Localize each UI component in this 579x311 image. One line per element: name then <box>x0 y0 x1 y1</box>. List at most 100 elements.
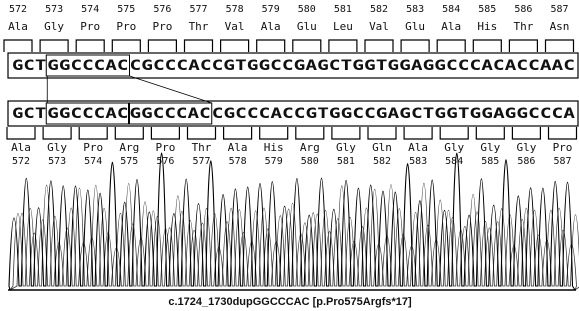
codon-number: 576 <box>156 156 174 167</box>
amino-acid: His <box>477 20 497 33</box>
codon-number: 577 <box>192 156 210 167</box>
amino-acid: Val <box>369 20 389 33</box>
codon-number: 585 <box>481 156 499 167</box>
amino-acid: Pro <box>152 20 172 33</box>
codon-bracket <box>440 127 468 139</box>
codon-bracket <box>368 127 396 139</box>
codon-bracket <box>79 127 107 139</box>
codon-number: 578 <box>226 4 244 15</box>
amino-acid: Pro <box>155 141 175 154</box>
codon-bracket <box>151 127 179 139</box>
sequence-segment: GGCCCAC <box>130 106 211 122</box>
codon-bracket <box>188 127 216 139</box>
amino-acid: Thr <box>192 141 212 154</box>
codon-bracket <box>221 40 249 52</box>
codon-bracket <box>40 40 68 52</box>
codon-bracket <box>4 40 32 52</box>
sequence-segment: GCT <box>12 58 46 74</box>
codon-number: 574 <box>84 156 102 167</box>
codon-bracket <box>401 40 429 52</box>
amino-acid: His <box>264 141 284 154</box>
codon-bracket <box>115 127 143 139</box>
codon-number: 587 <box>550 4 568 15</box>
amino-acid: Pro <box>83 141 103 154</box>
codon-number: 580 <box>301 156 319 167</box>
codon-bracket <box>476 127 504 139</box>
codon-bracket <box>7 127 35 139</box>
amino-acid: Ala <box>11 141 31 154</box>
amino-acid: Glu <box>297 20 317 33</box>
codon-number: 575 <box>120 156 138 167</box>
amino-acid: Ala <box>228 141 248 154</box>
codon-number: 578 <box>229 156 247 167</box>
amino-acid: Arg <box>300 141 320 154</box>
amino-acid: Val <box>225 20 245 33</box>
codon-number: 581 <box>337 156 355 167</box>
amino-acid: Ala <box>261 20 281 33</box>
codon-number: 583 <box>409 156 427 167</box>
codon-bracket <box>260 127 288 139</box>
codon-number: 579 <box>262 4 280 15</box>
codon-bracket <box>43 127 71 139</box>
amino-acid: Ala <box>441 20 461 33</box>
sequence-segment: CGCCCACCGTGGCCGAGCTGGTGGAGGCCCA <box>212 106 576 122</box>
codon-bracket <box>224 127 252 139</box>
codon-number: 586 <box>517 156 535 167</box>
codon-number: 583 <box>406 4 424 15</box>
amino-acid: Pro <box>80 20 100 33</box>
amino-acid: Pro <box>116 20 136 33</box>
codon-number: 584 <box>445 156 463 167</box>
amino-acid: Gly <box>44 20 64 33</box>
codon-bracket <box>148 40 176 52</box>
codon-bracket <box>185 40 213 52</box>
codon-number: 580 <box>298 4 316 15</box>
codon-number: 577 <box>189 4 207 15</box>
codon-number: 576 <box>153 4 171 15</box>
codon-number: 572 <box>9 4 27 15</box>
sequence-segment: CGCCCACCGTGGCCGAGCTGGTGGAGGCCCACACCAAC <box>130 58 576 74</box>
codon-number: 582 <box>370 4 388 15</box>
codon-number: 581 <box>334 4 352 15</box>
codon-bracket <box>365 40 393 52</box>
codon-number: 587 <box>553 156 571 167</box>
amino-acid: Thr <box>189 20 209 33</box>
amino-acid: Arg <box>119 141 139 154</box>
sequence-segment: GCT <box>12 106 46 122</box>
codon-number: 582 <box>373 156 391 167</box>
sequence-segment: GGCCCAC <box>47 106 128 122</box>
shift-line <box>47 76 212 103</box>
codon-bracket <box>293 40 321 52</box>
codon-bracket <box>296 127 324 139</box>
amino-acid: Thr <box>513 20 533 33</box>
codon-bracket <box>512 127 540 139</box>
amino-acid: Gly <box>47 141 67 154</box>
codon-number: 584 <box>442 4 460 15</box>
codon-bracket <box>437 40 465 52</box>
codon-bracket <box>509 40 537 52</box>
amino-acid: Glu <box>405 20 425 33</box>
codon-bracket <box>549 127 577 139</box>
amino-acid: Gln <box>372 141 392 154</box>
amino-acid: Asn <box>550 20 570 33</box>
codon-number: 585 <box>478 4 496 15</box>
codon-bracket <box>546 40 574 52</box>
amino-acid: Ala <box>408 141 428 154</box>
codon-number: 573 <box>45 4 63 15</box>
amino-acid: Pro <box>553 141 573 154</box>
caption: c.1724_1730dupGGCCCAC [p.Pro575Argfs*17] <box>168 296 412 308</box>
codon-number: 575 <box>117 4 135 15</box>
codon-bracket <box>257 40 285 52</box>
amino-acid: Gly <box>480 141 500 154</box>
codon-bracket <box>332 127 360 139</box>
codon-number: 586 <box>514 4 532 15</box>
codon-number: 579 <box>265 156 283 167</box>
codon-bracket <box>112 40 140 52</box>
figure: c.1724_1730dupGGCCCAC [p.Pro575Argfs*17]… <box>0 0 579 311</box>
amino-acid: Gly <box>336 141 356 154</box>
codon-number: 573 <box>48 156 66 167</box>
codon-bracket <box>404 127 432 139</box>
sequence-segment: GGCCCAC <box>47 58 128 74</box>
amino-acid: Gly <box>444 141 464 154</box>
amino-acid: Leu <box>333 20 353 33</box>
codon-bracket <box>329 40 357 52</box>
